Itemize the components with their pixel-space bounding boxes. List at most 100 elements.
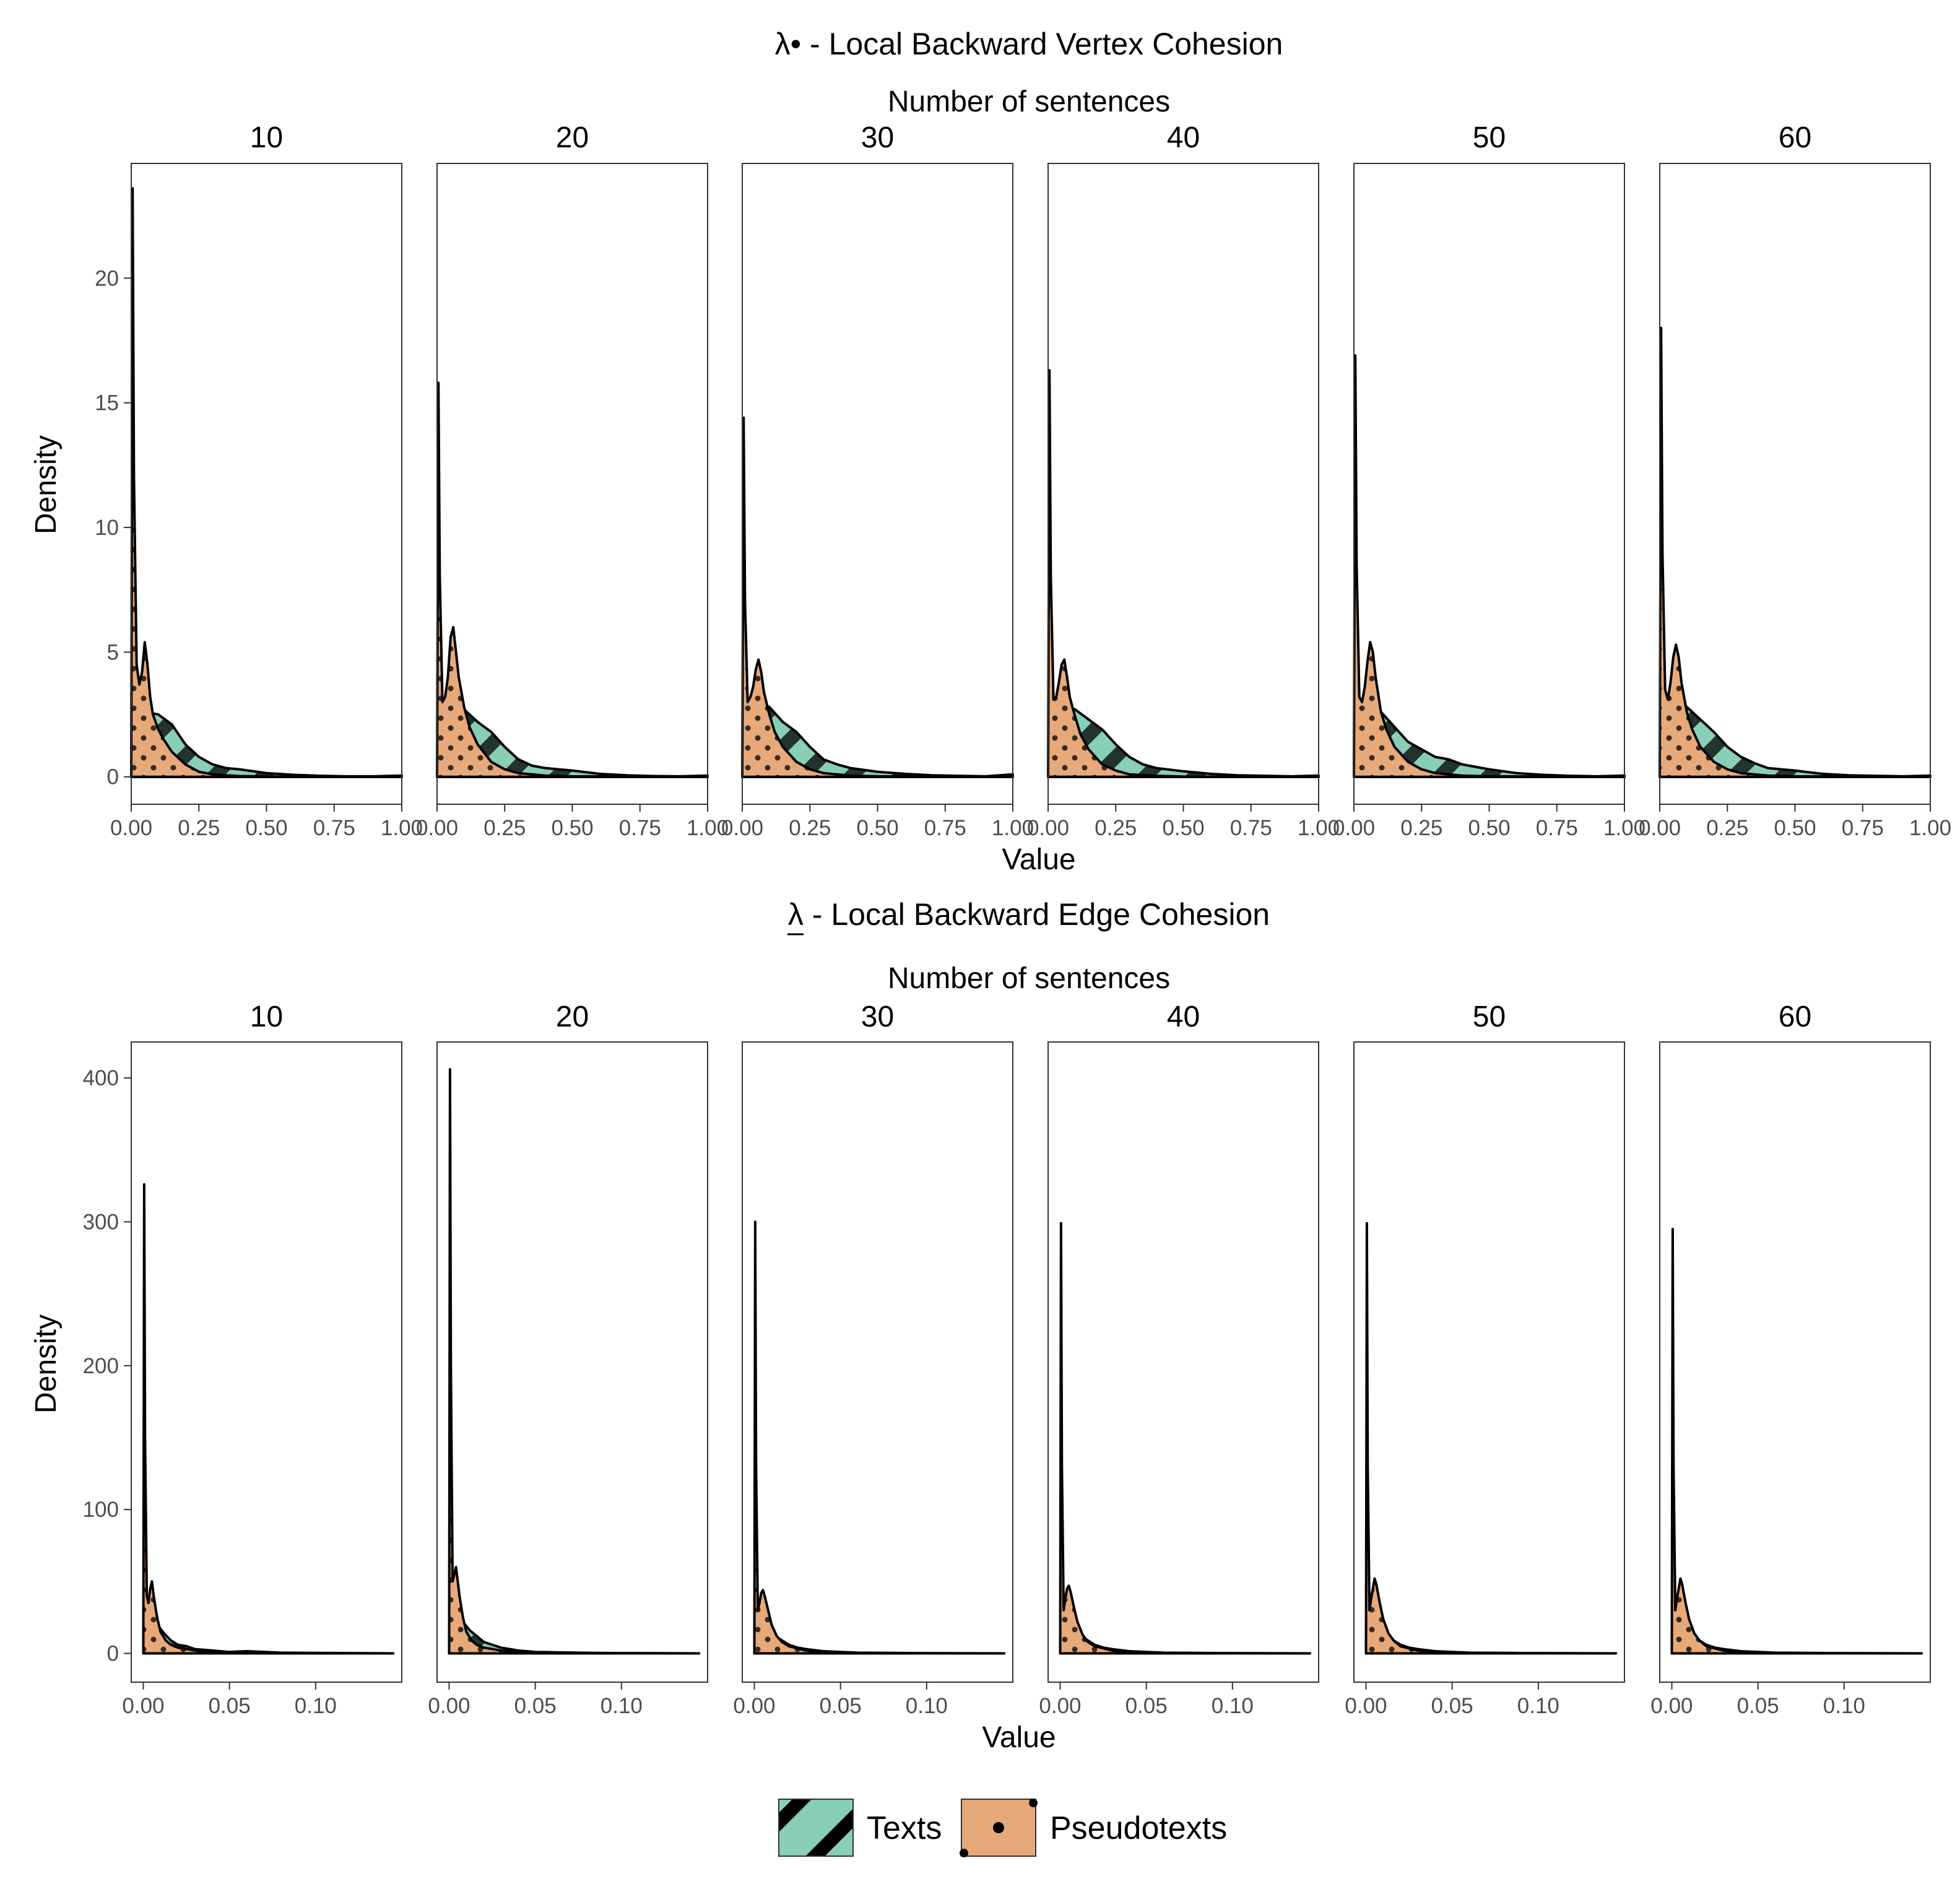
- panel-frame: [131, 163, 402, 805]
- facet-strip-label: 60: [1779, 121, 1811, 154]
- facet-strip-label: 10: [250, 1001, 283, 1033]
- x-tick-label: 1.00: [1298, 816, 1340, 840]
- y-tick-label: 20: [95, 266, 119, 290]
- density-area-pseudotexts-base: [1048, 370, 1319, 777]
- panel-40: 40 0.00 0.05 0.10: [1039, 1001, 1319, 1718]
- x-tick-label: 0.25: [1400, 816, 1442, 840]
- facet-strip-label: 20: [556, 121, 589, 154]
- density-area-pseudotexts: [436, 381, 709, 778]
- x-tick-label: 0.25: [178, 816, 220, 840]
- row1-facet-header: Number of sentences: [888, 85, 1170, 118]
- x-tick-label: 0.75: [1536, 816, 1578, 840]
- panel-50: 50 0.00 0.25 0.50 0.75 1.00: [1333, 121, 1646, 840]
- x-tick-label: 0.05: [1125, 1694, 1168, 1718]
- x-tick-label: 0.25: [483, 816, 526, 840]
- row1-title: λ• - Local Backward Vertex Cohesion: [775, 27, 1283, 61]
- x-tick-label: 0.75: [924, 816, 966, 840]
- x-tick-label: 0.05: [209, 1694, 251, 1718]
- panel-frame: [1047, 163, 1319, 805]
- row1-panels: 10 0.00 0.25 0.50 0.75 1.00 0 5 10 15 20 20 0.00 0.25…: [95, 121, 1951, 840]
- x-tick-label: 0.00: [416, 816, 458, 840]
- x-tick-label: 1.00: [1603, 816, 1646, 840]
- panel-20: 20 0.00 0.05 0.10: [428, 1001, 708, 1718]
- x-tick-label: 1.00: [687, 816, 729, 840]
- panel-frame: [436, 1041, 708, 1683]
- x-tick-label: 0.25: [1706, 816, 1748, 840]
- row2-panels: 10 0.00 0.05 0.10 0 100 200 300 400 20 0.00 0.05 0.1…: [83, 1001, 1931, 1718]
- x-tick-label: 0.00: [122, 1694, 164, 1718]
- x-tick-label: 0.00: [1639, 816, 1681, 840]
- row1-y-axis-title: Density: [30, 435, 63, 534]
- facet-strip-label: 50: [1473, 1001, 1506, 1033]
- density-area-pseudotexts: [1364, 1222, 1618, 1655]
- panel-frame: [742, 163, 1013, 805]
- facet-strip-label: 30: [861, 1001, 894, 1033]
- x-tick-label: 0.05: [514, 1694, 557, 1718]
- density-area-pseudotexts-base: [131, 188, 402, 777]
- y-tick-label: 10: [95, 516, 119, 540]
- density-area-pseudotexts: [1659, 326, 1932, 778]
- panel-frame: [1353, 1041, 1625, 1683]
- density-area-pseudotexts: [753, 1220, 1006, 1655]
- x-tick-label: 0.00: [1650, 1694, 1693, 1718]
- x-tick-label: 1.00: [992, 816, 1034, 840]
- panel-frame: [131, 1041, 402, 1683]
- x-tick-label: 0.10: [295, 1694, 337, 1718]
- x-tick-label: 0.05: [1431, 1694, 1473, 1718]
- density-area-pseudotexts-base: [1060, 1223, 1311, 1654]
- row2-facet-header: Number of sentences: [888, 962, 1170, 995]
- y-tick-label: 300: [83, 1210, 119, 1234]
- legend-pseudotexts-dot: [993, 1822, 1004, 1833]
- panel-frame: [1353, 163, 1625, 805]
- y-tick-label: 100: [83, 1498, 119, 1522]
- legend-texts-label: Texts: [867, 1810, 942, 1846]
- row2-y-axis-title: Density: [30, 1314, 63, 1413]
- x-tick-label: 0.00: [733, 1694, 775, 1718]
- panel-30: 30 0.00 0.05 0.10: [733, 1001, 1013, 1718]
- density-area-pseudotexts-base: [143, 1184, 394, 1654]
- facet-strip-label: 40: [1167, 1001, 1200, 1033]
- y-tick-label: 400: [83, 1066, 119, 1090]
- density-area-pseudotexts-base: [754, 1222, 1005, 1654]
- density-area-pseudotexts: [1353, 354, 1626, 778]
- density-area-pseudotexts: [142, 1183, 395, 1655]
- panel-30: 30 0.00 0.25 0.50 0.75 1.00: [721, 121, 1034, 840]
- facet-strip-label: 40: [1167, 121, 1200, 154]
- facet-strip-label: 10: [250, 121, 283, 154]
- panel-20: 20 0.00 0.25 0.50 0.75 1.00: [416, 121, 729, 840]
- panel-10: 10 0.00 0.05 0.10 0 100 200 300 400: [83, 1001, 402, 1718]
- density-area-pseudotexts: [1670, 1228, 1923, 1655]
- y-tick-label: 5: [107, 640, 119, 664]
- x-tick-label: 0.25: [1095, 816, 1137, 840]
- x-tick-label: 0.00: [1333, 816, 1375, 840]
- x-tick-label: 0.10: [601, 1694, 643, 1718]
- x-tick-label: 0.50: [551, 816, 593, 840]
- x-tick-label: 0.00: [428, 1694, 470, 1718]
- x-tick-label: 0.00: [721, 816, 763, 840]
- density-area-pseudotexts-base: [437, 383, 708, 777]
- density-area-pseudotexts-base: [1660, 328, 1930, 777]
- panel-frame: [1659, 163, 1931, 805]
- panel-50: 50 0.00 0.05 0.10: [1345, 1001, 1625, 1718]
- x-tick-label: 0.00: [1039, 1694, 1081, 1718]
- x-tick-label: 0.00: [1345, 1694, 1387, 1718]
- x-tick-label: 0.50: [856, 816, 898, 840]
- density-area-pseudotexts-base: [1354, 355, 1624, 777]
- x-tick-label: 1.00: [1909, 816, 1951, 840]
- panel-60: 60 0.00 0.25 0.50 0.75 1.00: [1639, 121, 1951, 840]
- facet-strip-label: 50: [1473, 121, 1506, 154]
- density-area-pseudotexts: [741, 416, 1014, 778]
- facet-strip-label: 20: [556, 1001, 589, 1033]
- density-area-pseudotexts: [1059, 1222, 1312, 1655]
- panel-frame: [1659, 1041, 1931, 1683]
- x-tick-label: 0.00: [1027, 816, 1069, 840]
- legend-pseudotexts-label: Pseudotexts: [1050, 1810, 1227, 1846]
- legend: Texts Pseudotexts: [778, 1799, 1227, 1857]
- density-area-pseudotexts-base: [449, 1069, 700, 1654]
- density-area-pseudotexts: [1047, 369, 1320, 778]
- y-tick-label: 0: [107, 765, 119, 789]
- legend-texts-swatch: [778, 1799, 854, 1857]
- facet-strip-label: 30: [861, 121, 894, 154]
- y-tick-label: 15: [95, 391, 119, 415]
